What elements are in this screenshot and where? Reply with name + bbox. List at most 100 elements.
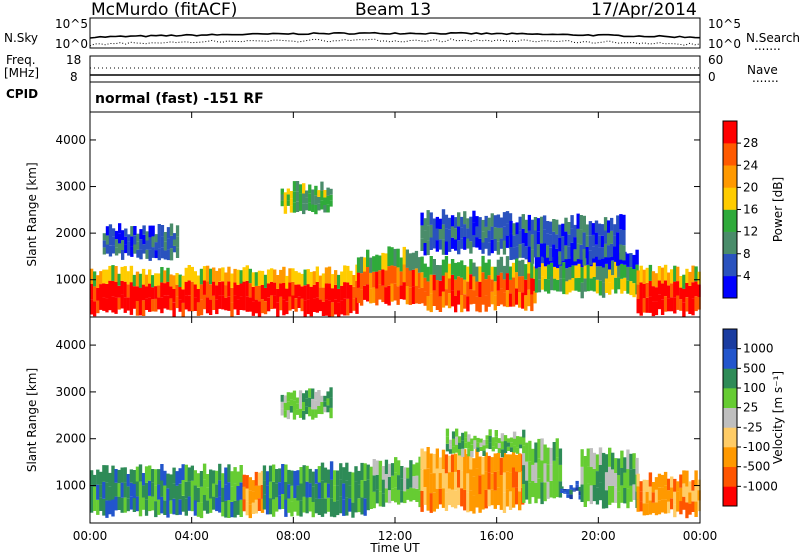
freq-top: 18 [66,53,82,67]
band-cell [120,266,124,281]
band-cell [144,286,149,299]
band-cell [326,469,331,484]
patch-cell [555,234,559,249]
patch-cell [482,439,486,446]
patch-cell [591,223,595,235]
band-cell [563,492,567,494]
band-cell [199,268,204,285]
patch-cell [493,215,497,228]
band-cell [635,457,639,475]
band-cell [96,484,100,500]
band-cell [144,298,149,310]
band-cell [546,481,550,499]
patch-cell [320,408,324,415]
band-cell [617,458,621,475]
band-cell [202,495,207,511]
band-cell [423,487,427,505]
band-cell [272,499,276,517]
patch-cell [305,398,309,407]
patch-cell [493,239,497,251]
band-cell [111,482,115,500]
band-cell [484,452,488,472]
patch-cell [108,245,113,257]
beam-title: Beam 13 [355,0,432,20]
band-cell [408,287,413,305]
patch-cell [286,188,290,195]
band-cell [239,283,243,297]
band-cell [126,474,130,487]
band-cell [450,259,455,275]
patch-cell [616,232,620,249]
band-cell [475,468,479,488]
band-cell [475,266,479,282]
patch-cell [448,439,453,445]
band-cell [296,485,300,501]
band-cell [406,489,410,500]
noise-top-right: 10^5 [708,17,741,31]
patch-cell [549,234,553,248]
band-cell [487,472,491,490]
patch-cell [133,226,137,236]
band-cell [502,292,507,307]
band-cell [266,297,271,312]
band-cell [629,469,633,486]
band-cell [586,483,590,502]
patch-cell [295,403,300,410]
patch-cell [458,442,462,449]
patch-cell [311,409,315,420]
band-cell [349,270,353,285]
patch-cell [499,217,504,228]
band-cell [450,489,455,508]
band-cell [540,438,544,461]
band-cell [608,282,612,295]
patch-cell [522,429,526,438]
band-cell [505,273,510,291]
patch-cell [302,193,306,204]
band-cell [102,498,106,516]
band-cell [499,492,504,510]
patch-cell [530,219,535,235]
band-cell [651,301,656,317]
band-cell [273,295,277,309]
band-cell [154,273,158,287]
band-cell [268,465,273,482]
band-cell [251,502,256,514]
patch-cell [473,440,477,445]
band-cell [642,503,646,516]
patch-cell [326,405,330,413]
band-cell [648,472,653,487]
band-cell [490,266,494,280]
band-cell [102,269,106,284]
cpid-panel-frame [89,81,701,113]
band-cell [151,299,155,312]
band-cell [230,302,234,317]
band-cell [303,285,307,301]
band-cell [394,472,398,488]
band-cell [275,497,279,512]
band-cell [340,300,344,315]
patch-cell [582,232,586,249]
band-cell [257,498,262,511]
band-cell [305,497,309,514]
patch-cell [289,191,294,199]
band-cell [120,294,124,309]
band-cell [117,285,121,298]
band-cell [426,296,430,311]
band-cell [384,287,388,304]
patch-cell [481,219,485,232]
patch-cell [503,447,508,453]
colorbar-tick-label: -1000 [743,479,778,493]
band-cell [224,500,228,518]
band-cell [196,275,201,289]
patch-cell [579,215,583,230]
colorbar-tick-label: 500 [743,361,766,375]
freq-bottom: 8 [70,70,78,84]
colorbar-tick-label: 8 [743,247,751,261]
band-cell [546,464,550,482]
band-cell [351,502,355,518]
band-cell [334,299,338,315]
patch-cell [323,406,327,413]
y-tick-label: 4000 [55,338,86,352]
band-cell [469,448,473,470]
colorbar-label: Velocity [m s⁻¹] [771,371,785,464]
